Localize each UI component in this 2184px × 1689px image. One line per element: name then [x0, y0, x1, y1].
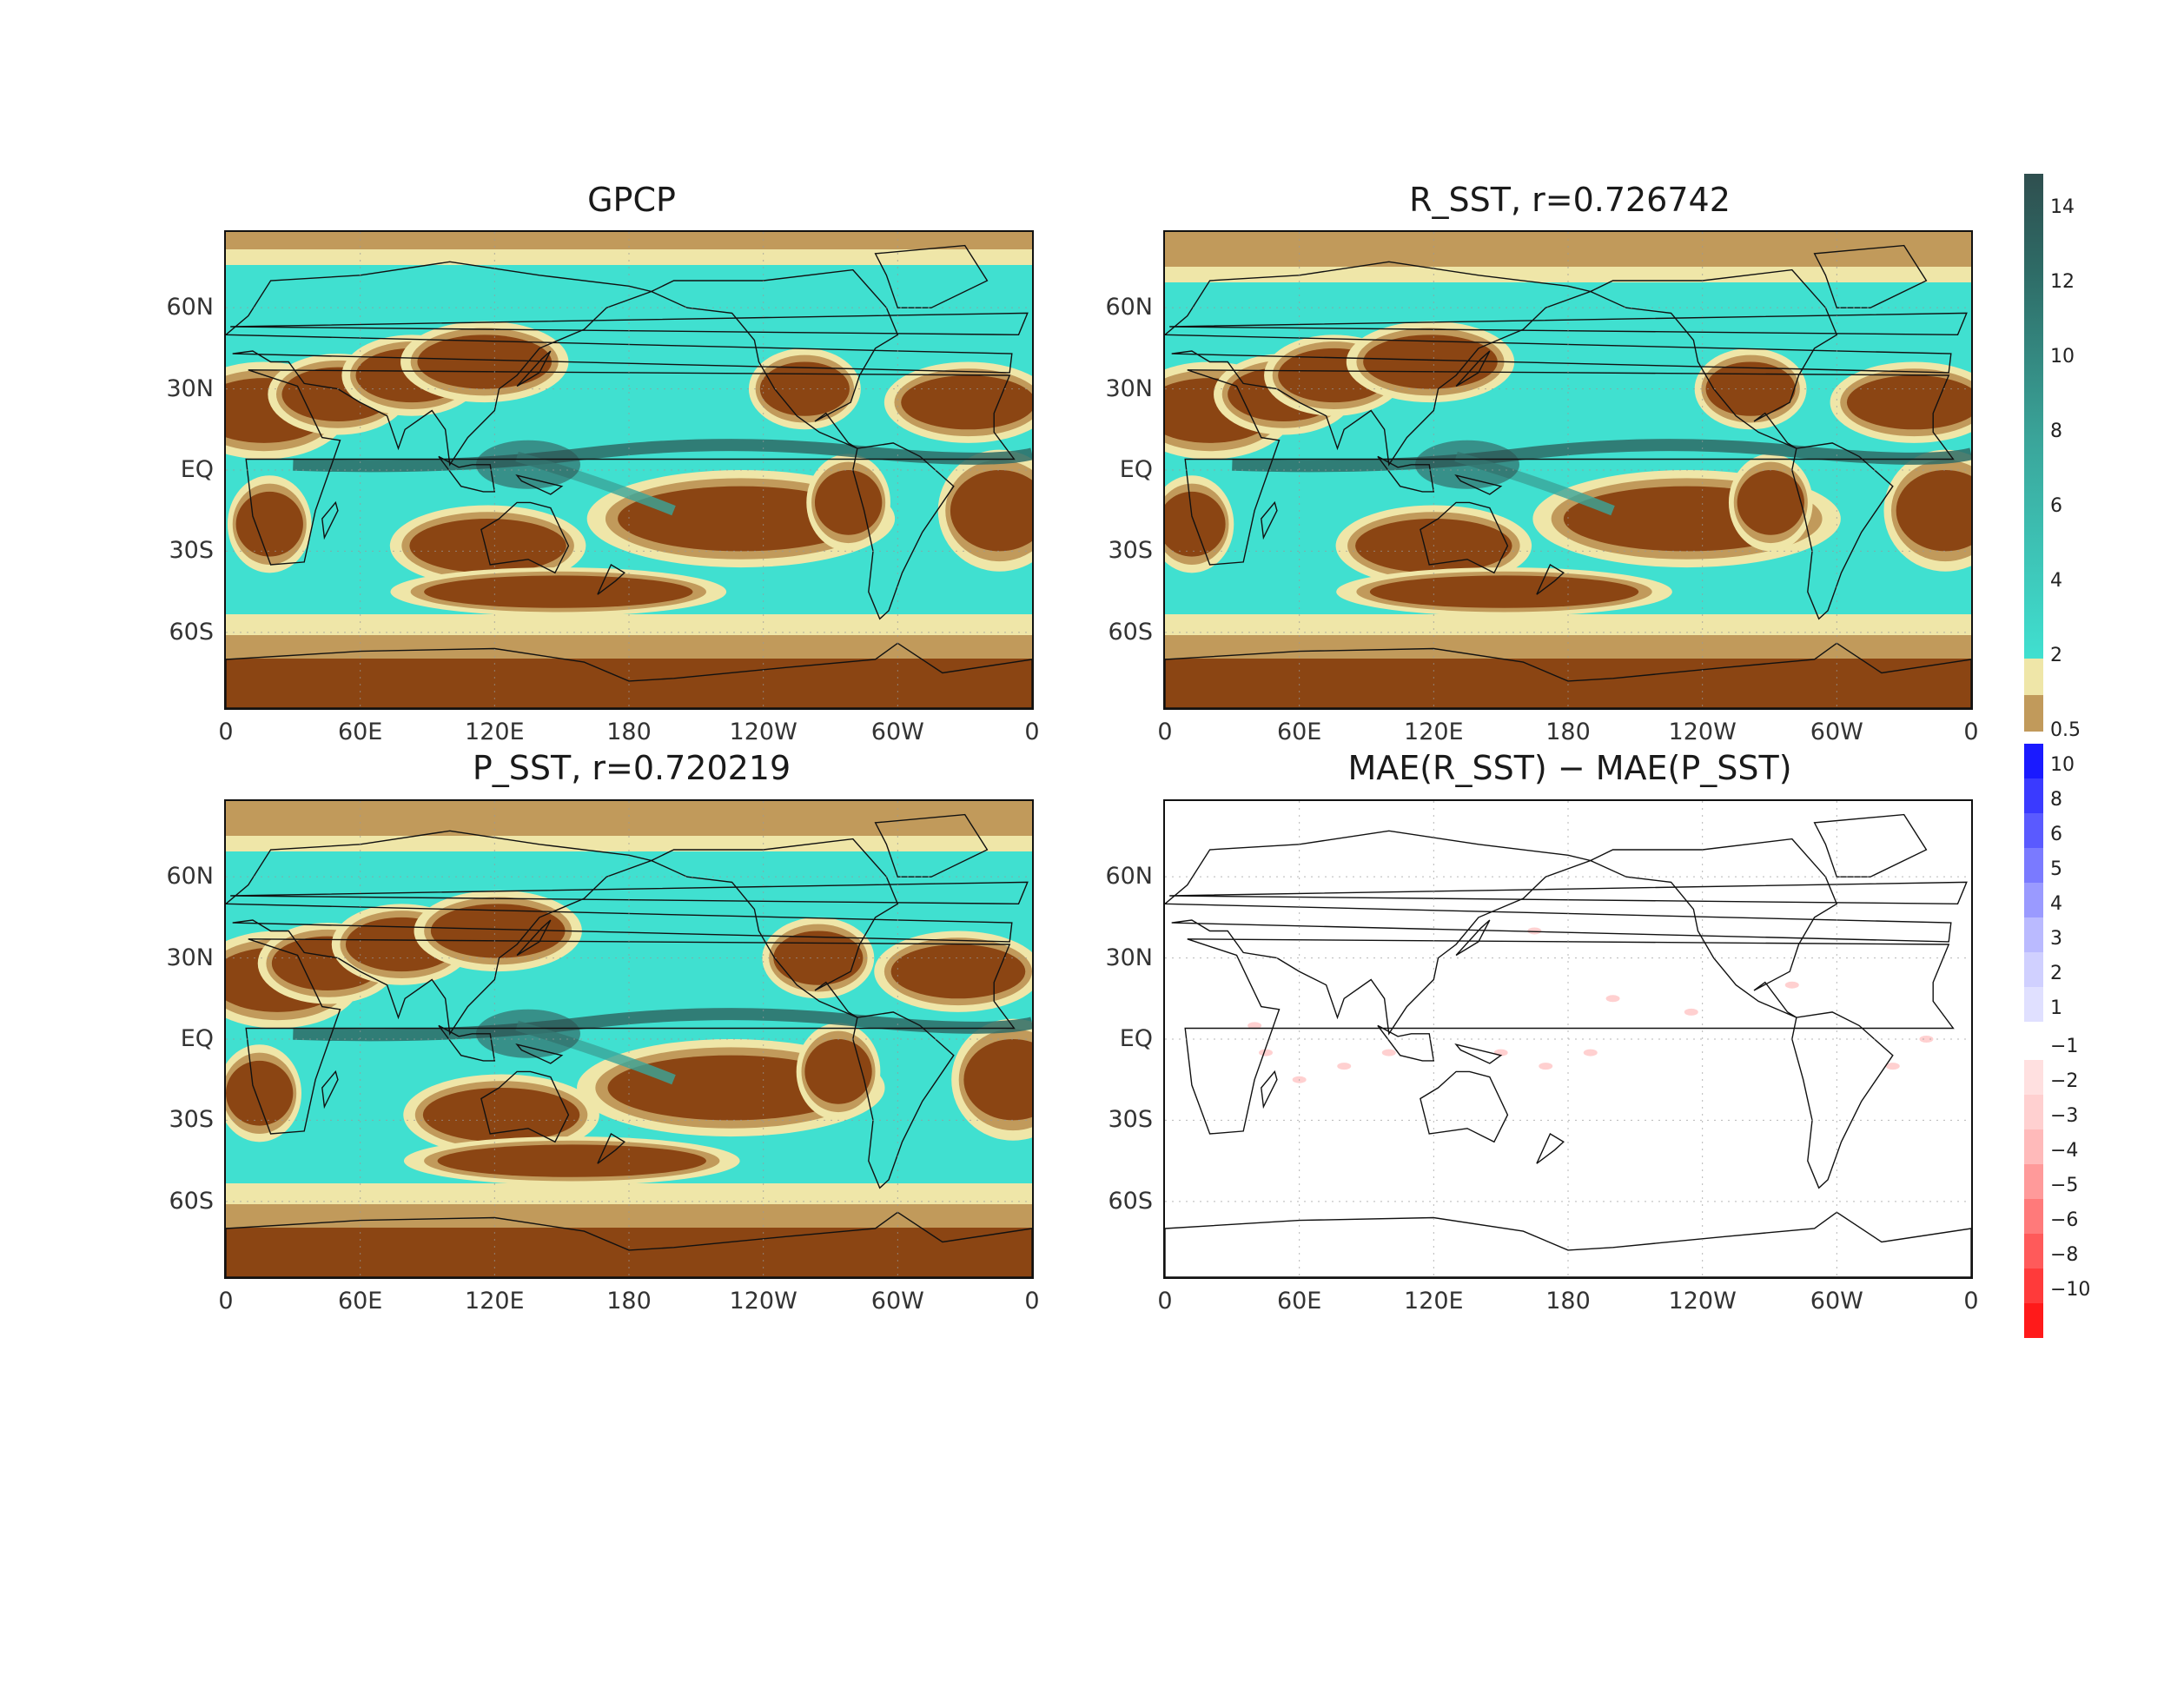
- colorbar-diff-swatch: [2024, 1164, 2043, 1199]
- colorbar-diff-swatch: [2024, 1303, 2043, 1338]
- colorbar-precip-label: 8: [2050, 421, 2062, 442]
- colorbar-swatch: [2024, 659, 2043, 695]
- x-tick-label: 60W: [870, 719, 924, 745]
- colorbar-precip-label: 0.5: [2050, 719, 2081, 741]
- colorbar-diff-label: −10: [2050, 1279, 2091, 1301]
- title-p-sst: P_SST, r=0.720219: [472, 749, 791, 787]
- colorbar-gradient: [2024, 174, 2043, 659]
- colorbar-precip-label: 2: [2050, 645, 2062, 666]
- x-tick-label: 120W: [1668, 719, 1737, 745]
- colorbar-diff-label: −5: [2050, 1175, 2079, 1196]
- x-tick-label: 120E: [465, 1288, 525, 1315]
- x-tick-label: 0: [1157, 1288, 1173, 1315]
- x-tick-label: 120E: [1404, 719, 1464, 745]
- x-tick-label: 0: [1963, 719, 1979, 745]
- map-r-sst: [1163, 230, 1973, 710]
- x-tick-label: 60E: [337, 719, 383, 745]
- x-tick-label: 0: [218, 719, 234, 745]
- colorbar-diff-label: 1: [2050, 997, 2062, 1019]
- y-tick-label: 30N: [166, 374, 214, 402]
- colorbar-diff-swatch: [2024, 778, 2043, 813]
- colorbar-diff-swatch: [2024, 883, 2043, 917]
- x-tick-label: 0: [1024, 719, 1040, 745]
- colorbar-diff-swatch: [2024, 848, 2043, 883]
- colorbar-precip-label: 14: [2050, 196, 2075, 218]
- map-mae-diff: [1163, 799, 1973, 1279]
- title-r-sst: R_SST, r=0.726742: [1409, 181, 1731, 219]
- colorbar-precip-label: 4: [2050, 570, 2062, 592]
- colorbar-precip-label: 6: [2050, 495, 2062, 517]
- x-tick-label: 120E: [465, 719, 525, 745]
- x-tick-label: 120W: [729, 719, 797, 745]
- y-tick-label: 30N: [1105, 374, 1153, 402]
- y-tick-label: EQ: [180, 1025, 214, 1052]
- y-tick-label: 30N: [1105, 944, 1153, 971]
- y-tick-label: EQ: [1119, 1025, 1153, 1052]
- colorbar-diff-swatch: [2024, 1268, 2043, 1303]
- colorbar-diff-swatch: [2024, 1060, 2043, 1095]
- y-tick-label: 30S: [1108, 537, 1154, 565]
- x-tick-label: 0: [1157, 719, 1173, 745]
- colorbar-diff-swatch: [2024, 952, 2043, 987]
- y-tick-label: 30S: [169, 537, 215, 565]
- x-tick-label: 120W: [1668, 1288, 1737, 1315]
- x-tick-label: 180: [1545, 1288, 1591, 1315]
- map-gpcp: [224, 230, 1034, 710]
- colorbar-diff-label: −2: [2050, 1070, 2079, 1092]
- x-tick-label: 60E: [1276, 719, 1322, 745]
- colorbar-diff-swatch: [2024, 1234, 2043, 1268]
- colorbar-precip-label: 10: [2050, 346, 2075, 368]
- y-tick-label: EQ: [180, 456, 214, 483]
- colorbar-diff-label: 2: [2050, 963, 2062, 984]
- colorbar-diff-swatch: [2024, 987, 2043, 1022]
- y-tick-label: 30S: [1108, 1106, 1154, 1134]
- colorbar-diff-label: 3: [2050, 928, 2062, 950]
- x-tick-label: 120W: [729, 1288, 797, 1315]
- colorbar-precip-label: 12: [2050, 271, 2075, 293]
- colorbar-diff-label: −1: [2050, 1036, 2079, 1057]
- colorbar-diff-label: −3: [2050, 1105, 2079, 1127]
- y-tick-label: 60N: [166, 863, 214, 891]
- x-tick-label: 0: [1024, 1288, 1040, 1315]
- title-mae-diff: MAE(R_SST) − MAE(P_SST): [1347, 749, 1792, 787]
- x-tick-label: 60W: [1810, 719, 1863, 745]
- x-tick-label: 180: [606, 719, 652, 745]
- x-tick-label: 0: [1963, 1288, 1979, 1315]
- colorbar-diff-swatch: [2024, 1199, 2043, 1234]
- x-tick-label: 180: [1545, 719, 1591, 745]
- x-tick-label: 60W: [1810, 1288, 1863, 1315]
- colorbar-diff-swatch: [2024, 1129, 2043, 1164]
- colorbar-diff-swatch: [2024, 744, 2043, 778]
- x-tick-label: 60W: [870, 1288, 924, 1315]
- colorbar-diff-label: 10: [2050, 754, 2075, 776]
- y-tick-label: 60N: [1105, 863, 1153, 891]
- colorbar-diff-label: 8: [2050, 789, 2062, 811]
- x-tick-label: 60E: [1276, 1288, 1322, 1315]
- colorbar-diff-swatch: [2024, 917, 2043, 952]
- y-tick-label: 60S: [1108, 618, 1154, 646]
- x-tick-label: 0: [218, 1288, 234, 1315]
- colorbar-diff-label: −6: [2050, 1209, 2079, 1231]
- colorbar-diff-label: −4: [2050, 1140, 2079, 1162]
- x-tick-label: 60E: [337, 1288, 383, 1315]
- y-tick-label: 60N: [166, 294, 214, 321]
- colorbar-diff-label: 4: [2050, 893, 2062, 915]
- y-tick-label: 30N: [166, 944, 214, 971]
- colorbar-diff-swatch: [2024, 1095, 2043, 1129]
- colorbar-diff-label: −8: [2050, 1244, 2079, 1266]
- y-tick-label: EQ: [1119, 456, 1153, 483]
- colorbar-swatch: [2024, 695, 2043, 732]
- colorbar-diff-label: 5: [2050, 858, 2062, 880]
- x-tick-label: 120E: [1404, 1288, 1464, 1315]
- title-gpcp: GPCP: [587, 181, 676, 219]
- x-tick-label: 180: [606, 1288, 652, 1315]
- y-tick-label: 60S: [169, 618, 215, 646]
- colorbar-diff-label: 6: [2050, 824, 2062, 845]
- y-tick-label: 60S: [169, 1187, 215, 1215]
- colorbar-diff-swatch: [2024, 813, 2043, 848]
- map-p-sst: [224, 799, 1034, 1279]
- y-tick-label: 60S: [1108, 1187, 1154, 1215]
- y-tick-label: 60N: [1105, 294, 1153, 321]
- y-tick-label: 30S: [169, 1106, 215, 1134]
